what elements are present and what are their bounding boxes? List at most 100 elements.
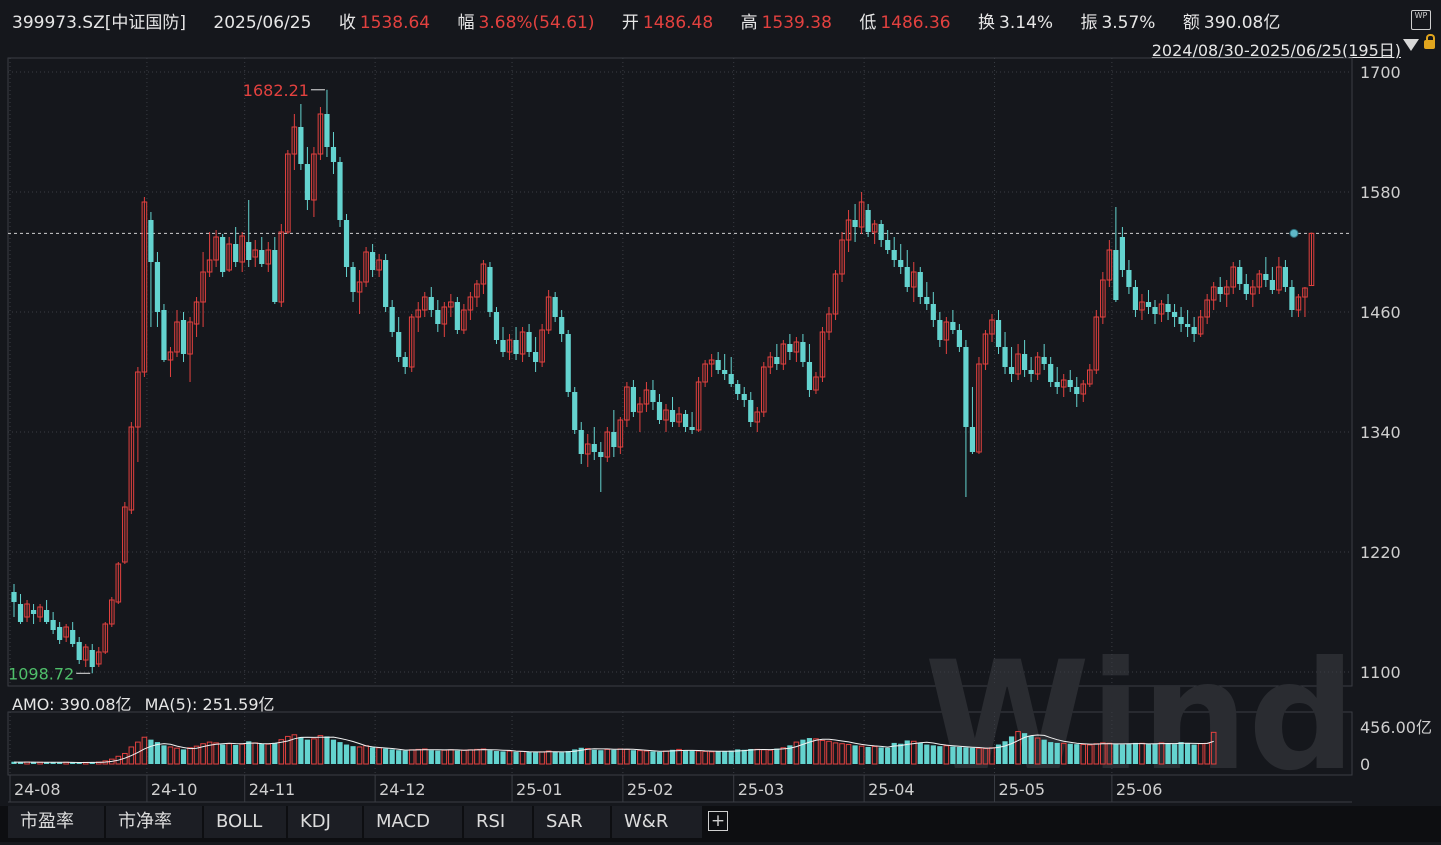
candle-body: [552, 297, 558, 317]
candle-body: [76, 642, 82, 660]
candle-body: [819, 331, 826, 378]
amplitude-value: 3.57%: [1101, 13, 1156, 33]
volume-bar: [220, 744, 226, 764]
candle-body: [793, 341, 800, 353]
volume-bar: [1074, 744, 1080, 764]
candle-body: [1263, 274, 1269, 280]
candle-body: [128, 426, 135, 511]
candle-body: [735, 384, 741, 394]
volume-bar: [545, 750, 552, 765]
high-label: 高: [740, 13, 758, 33]
candle-body: [813, 376, 819, 391]
volume-bar: [1145, 744, 1152, 764]
candle-body: [702, 363, 708, 383]
date-range-selector[interactable]: 2024/08/30-2025/06/25(195日): [1151, 41, 1401, 60]
candle-body: [272, 250, 278, 302]
tab-macd[interactable]: MACD: [364, 806, 462, 838]
candle-body: [1302, 287, 1308, 298]
volume-bar: [206, 741, 213, 765]
volume-bar: [89, 762, 95, 764]
tab-pb[interactable]: 市净率: [106, 806, 202, 838]
volume-bar: [1067, 743, 1073, 764]
candle-body: [591, 444, 597, 452]
volume-bar: [924, 744, 930, 764]
volume-bar: [1100, 742, 1106, 765]
candle-body: [885, 240, 891, 250]
candle-body: [500, 340, 506, 352]
lock-icon[interactable]: [1424, 34, 1435, 49]
candle-body: [937, 320, 943, 340]
volume-bar: [1015, 731, 1021, 765]
candle-body: [617, 419, 624, 448]
tab-pe[interactable]: 市盈率: [8, 806, 104, 838]
tab-rsi[interactable]: RSI: [464, 806, 532, 838]
volume-bar: [943, 745, 950, 765]
candle-body: [1132, 287, 1139, 310]
tab-wr[interactable]: W&R: [612, 806, 702, 838]
candle-body: [115, 563, 122, 603]
tab-sar[interactable]: SAR: [534, 806, 610, 838]
volume-bar: [793, 741, 800, 765]
candle-body: [200, 271, 206, 303]
candle-body: [213, 236, 219, 261]
volume-bar: [565, 751, 571, 764]
candle-body: [1165, 304, 1171, 312]
tab-kdj[interactable]: KDJ: [288, 806, 362, 838]
candle-body: [356, 281, 363, 293]
candle-body: [63, 626, 69, 638]
candle-body: [663, 409, 669, 421]
volume-bar: [441, 749, 448, 765]
volume-bar: [324, 736, 330, 764]
candle-body: [1028, 370, 1034, 374]
volume-bar: [174, 747, 180, 765]
candle-body: [754, 411, 761, 423]
add-indicator-icon[interactable]: +: [708, 811, 728, 831]
volume-bar: [376, 747, 382, 765]
candle-body: [467, 296, 474, 311]
volume-bar: [676, 748, 682, 765]
candle-body: [519, 331, 526, 355]
time-tick-label: 25-04: [868, 780, 915, 799]
volume-bar: [513, 751, 519, 764]
volume-bar: [474, 748, 480, 765]
candle-body: [611, 432, 617, 447]
candle-body: [1308, 232, 1315, 287]
wp-icon[interactable]: WP: [1411, 10, 1431, 30]
candle-body: [1295, 296, 1302, 311]
candle-body: [30, 610, 37, 614]
time-tick-label: 25-03: [738, 780, 785, 799]
volume-bar: [50, 762, 56, 764]
candle-body: [304, 164, 310, 200]
low-label: 低: [859, 13, 877, 33]
tab-boll[interactable]: BOLL: [204, 806, 286, 838]
volume-bar: [1028, 735, 1034, 764]
volume-bar: [180, 749, 187, 764]
candle-body: [298, 127, 304, 164]
price-tick-label: 1220: [1360, 543, 1401, 562]
open-label: 开: [621, 13, 639, 33]
volume-bar: [259, 743, 265, 764]
candle-body: [780, 343, 787, 365]
volume-bar: [350, 746, 356, 764]
dropdown-arrow-icon[interactable]: [1403, 39, 1419, 51]
volume-bar: [448, 749, 454, 765]
volume-bar: [702, 750, 708, 765]
volume-bar: [396, 750, 402, 764]
candle-body: [630, 387, 636, 412]
candle-body: [1269, 280, 1275, 290]
open-value: 1486.48: [642, 13, 714, 33]
volume-bar: [76, 762, 82, 764]
volume-bar: [291, 734, 298, 765]
volume-bar: [454, 750, 460, 764]
volume-bar: [552, 751, 558, 764]
volume-bar: [930, 745, 936, 764]
candle-body: [285, 153, 291, 233]
volume-bar: [578, 747, 584, 764]
volume-bar: [630, 750, 636, 764]
candle-body: [539, 329, 545, 363]
candle-body: [669, 410, 676, 422]
volume-bar: [800, 739, 806, 764]
volume-bar: [213, 742, 219, 765]
volume-bar: [761, 749, 767, 765]
